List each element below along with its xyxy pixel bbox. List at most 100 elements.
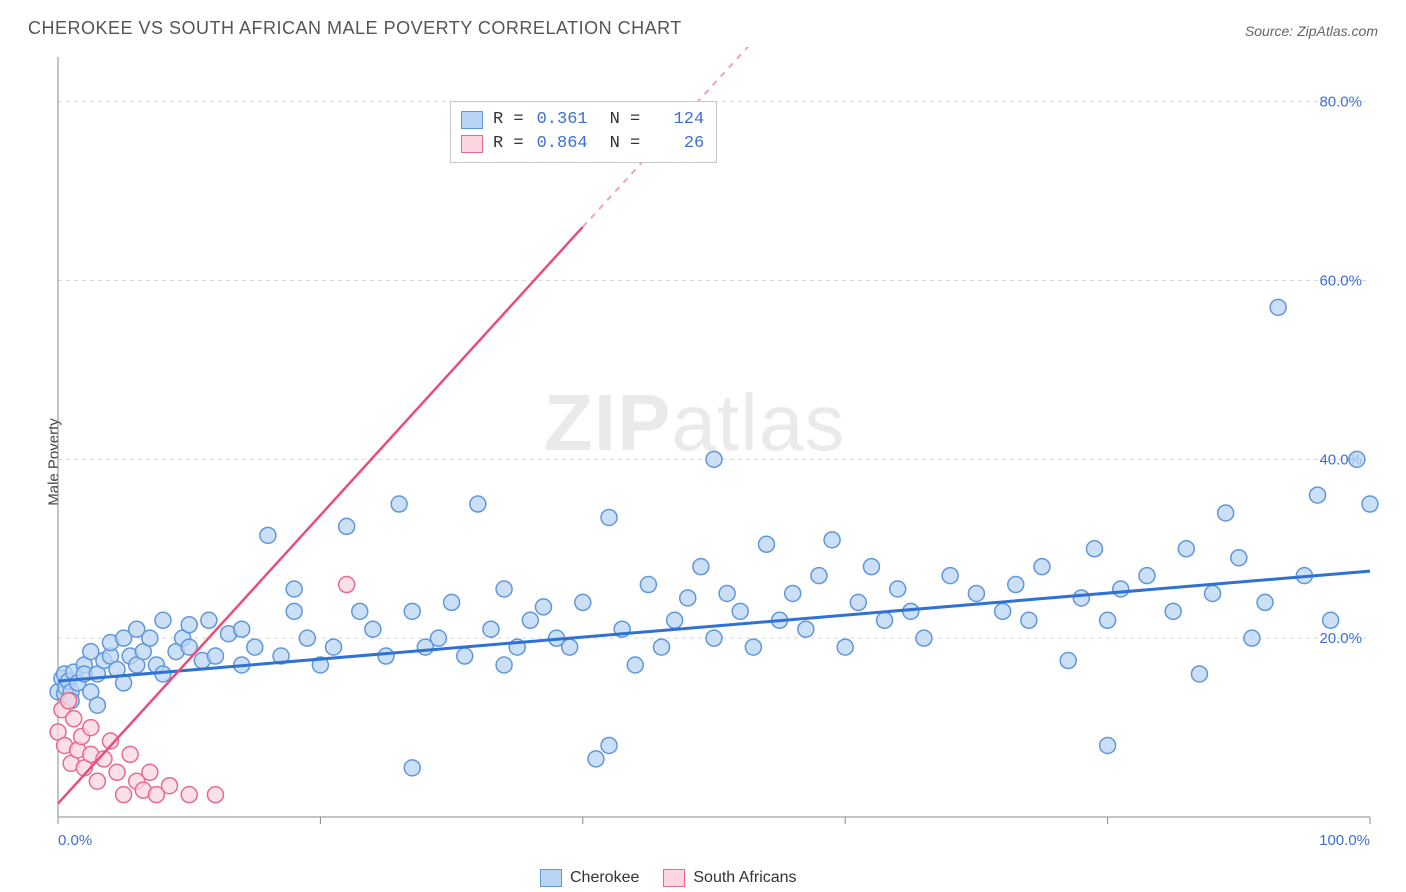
data-point: [60, 693, 76, 709]
trendline-southafrican: [58, 227, 583, 804]
data-point: [680, 590, 696, 606]
data-point: [122, 746, 138, 762]
legend-item: Cherokee: [540, 869, 639, 887]
data-point: [378, 648, 394, 664]
data-point: [1349, 451, 1365, 467]
stat-N-value: 124: [650, 108, 704, 132]
data-point: [863, 559, 879, 575]
data-point: [247, 639, 263, 655]
source-label: Source:: [1245, 23, 1293, 39]
data-point: [535, 599, 551, 615]
legend-label: South Africans: [693, 869, 796, 887]
y-tick-label: 60.0%: [1319, 273, 1362, 290]
correlation-legend: R = 0.361 N = 124 R = 0.864 N = 26: [450, 101, 717, 163]
stat-N-label: N =: [610, 108, 641, 132]
y-tick-label: 80.0%: [1319, 94, 1362, 111]
legend-swatch: [461, 111, 483, 129]
data-point: [995, 603, 1011, 619]
stat-N-label: N =: [610, 132, 641, 156]
legend-stat-row: R = 0.864 N = 26: [461, 132, 704, 156]
data-point: [286, 603, 302, 619]
data-point: [83, 720, 99, 736]
data-point: [339, 518, 355, 534]
chart-header: CHEROKEE VS SOUTH AFRICAN MALE POVERTY C…: [0, 0, 1406, 47]
data-point: [116, 787, 132, 803]
data-point: [758, 536, 774, 552]
data-point: [916, 630, 932, 646]
data-point: [1244, 630, 1260, 646]
data-point: [1073, 590, 1089, 606]
data-point: [142, 764, 158, 780]
data-point: [155, 612, 171, 628]
legend-item: South Africans: [663, 869, 796, 887]
data-point: [89, 773, 105, 789]
data-point: [706, 630, 722, 646]
legend-swatch: [461, 135, 483, 153]
data-point: [404, 760, 420, 776]
data-point: [352, 603, 368, 619]
data-point: [1165, 603, 1181, 619]
data-point: [890, 581, 906, 597]
data-point: [1086, 541, 1102, 557]
data-point: [1008, 577, 1024, 593]
data-point: [785, 585, 801, 601]
data-point: [1100, 737, 1116, 753]
data-point: [837, 639, 853, 655]
scatter-plot: 20.0%40.0%60.0%80.0%0.0%100.0%: [0, 47, 1406, 877]
data-point: [693, 559, 709, 575]
data-point: [627, 657, 643, 673]
data-point: [562, 639, 578, 655]
data-point: [1323, 612, 1339, 628]
data-point: [1191, 666, 1207, 682]
data-point: [483, 621, 499, 637]
data-point: [588, 751, 604, 767]
data-point: [640, 577, 656, 593]
data-point: [601, 737, 617, 753]
data-point: [798, 621, 814, 637]
data-point: [181, 787, 197, 803]
data-point: [162, 778, 178, 794]
data-point: [654, 639, 670, 655]
data-point: [1178, 541, 1194, 557]
data-point: [234, 621, 250, 637]
data-point: [496, 581, 512, 597]
stat-R-value: 0.864: [534, 132, 588, 156]
data-point: [260, 527, 276, 543]
stat-R-label: R =: [493, 108, 524, 132]
y-tick-label: 20.0%: [1319, 630, 1362, 647]
data-point: [391, 496, 407, 512]
stat-R-value: 0.361: [534, 108, 588, 132]
data-point: [719, 585, 735, 601]
data-point: [1310, 487, 1326, 503]
data-point: [850, 594, 866, 610]
data-point: [201, 612, 217, 628]
stat-R-label: R =: [493, 132, 524, 156]
data-point: [1113, 581, 1129, 597]
legend-swatch: [540, 869, 562, 887]
data-point: [1060, 653, 1076, 669]
data-point: [1257, 594, 1273, 610]
data-point: [496, 657, 512, 673]
chart-source: Source: ZipAtlas.com: [1245, 23, 1378, 39]
data-point: [1270, 299, 1286, 315]
data-point: [66, 711, 82, 727]
data-point: [89, 697, 105, 713]
data-point: [286, 581, 302, 597]
source-name: ZipAtlas.com: [1297, 23, 1378, 39]
x-tick-label: 100.0%: [1319, 832, 1370, 849]
data-point: [575, 594, 591, 610]
x-tick-label: 0.0%: [58, 832, 92, 849]
data-point: [732, 603, 748, 619]
series-legend: Cherokee South Africans: [540, 869, 797, 887]
data-point: [109, 764, 125, 780]
data-point: [142, 630, 158, 646]
stat-N-value: 26: [650, 132, 704, 156]
data-point: [299, 630, 315, 646]
data-point: [1034, 559, 1050, 575]
data-point: [470, 496, 486, 512]
data-point: [404, 603, 420, 619]
chart-title: CHEROKEE VS SOUTH AFRICAN MALE POVERTY C…: [28, 18, 682, 39]
data-point: [811, 568, 827, 584]
data-point: [181, 617, 197, 633]
legend-label: Cherokee: [570, 869, 639, 887]
